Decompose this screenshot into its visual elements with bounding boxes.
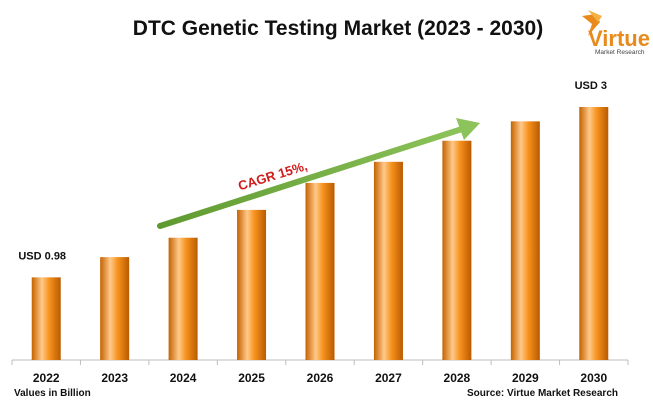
growth-arrow-head	[456, 118, 480, 140]
units-note: Values in Billion	[14, 388, 91, 399]
bar-2027	[373, 161, 403, 360]
x-tick-label: 2030	[580, 371, 607, 385]
x-tick-label: 2029	[512, 371, 539, 385]
bar-2030	[579, 107, 609, 360]
x-tick-label: 2023	[101, 371, 128, 385]
bar-2028	[442, 140, 472, 360]
source-note: Source: Virtue Market Research	[467, 388, 618, 399]
bird-logo-icon	[582, 10, 602, 36]
data-labels: USD 0.98 USD 3	[18, 80, 607, 262]
x-tick-label: 2028	[444, 371, 471, 385]
logo-subtitle: Market Research	[595, 49, 645, 56]
x-tick-label: 2022	[33, 371, 60, 385]
logo-wordmark: Virtue	[588, 26, 650, 51]
chart-title: DTC Genetic Testing Market (2023 - 2030)	[133, 17, 543, 40]
x-tick-label: 2024	[170, 371, 197, 385]
x-tick-label: 2026	[307, 371, 334, 385]
x-tick-label: 2025	[238, 371, 265, 385]
x-axis-tick-labels: 2022 2023 2024 2025 2026 2027 2028 2029 2030	[33, 371, 608, 385]
bar-2029	[510, 121, 540, 360]
bar-2024	[168, 237, 198, 360]
bars	[31, 107, 609, 360]
bar-2026	[305, 182, 335, 360]
x-axis-ticks	[11, 360, 629, 365]
bar-2022	[31, 277, 61, 360]
logo: Virtue Market Research	[582, 10, 650, 56]
data-label: USD 0.98	[18, 250, 66, 262]
bar-2023	[100, 257, 130, 360]
growth-arrow	[157, 118, 480, 229]
data-label: USD 3	[575, 80, 607, 92]
x-tick-label: 2027	[375, 371, 402, 385]
bar-2025	[237, 209, 267, 360]
growth-arrow-shaft	[157, 126, 465, 229]
